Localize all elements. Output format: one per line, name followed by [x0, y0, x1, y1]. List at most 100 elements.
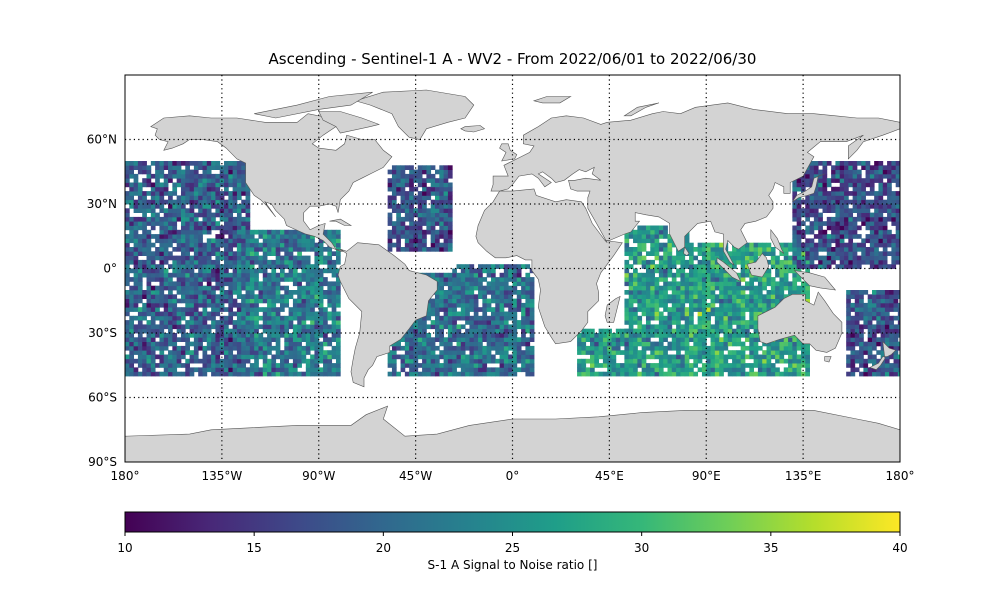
snr-cell	[719, 345, 724, 351]
snr-cell	[215, 302, 221, 308]
snr-cell	[137, 238, 143, 244]
snr-cell	[887, 169, 892, 175]
snr-cell	[456, 298, 462, 304]
snr-cell	[254, 298, 259, 304]
snr-cell	[391, 229, 397, 235]
snr-cell	[740, 251, 746, 256]
snr-cell	[783, 337, 789, 342]
snr-cell	[800, 221, 806, 226]
snr-cell	[435, 186, 440, 192]
snr-cell	[671, 371, 677, 377]
snr-cell	[146, 259, 152, 265]
snr-cell	[129, 277, 135, 282]
snr-cell	[254, 294, 259, 299]
snr-cell	[331, 333, 337, 338]
snr-cell	[581, 337, 587, 342]
snr-cell	[650, 298, 655, 304]
snr-cell	[211, 302, 216, 308]
snr-cell	[133, 337, 139, 342]
snr-cell	[275, 320, 281, 325]
snr-cell	[155, 195, 160, 201]
snr-cell	[159, 302, 165, 308]
snr-cell	[482, 358, 488, 364]
snr-cell	[185, 165, 190, 170]
snr-cell	[495, 337, 500, 342]
snr-cell	[701, 281, 707, 287]
snr-cell	[168, 302, 173, 308]
snr-cell	[719, 324, 724, 330]
snr-cell	[180, 229, 186, 235]
snr-cell	[637, 328, 643, 334]
snr-cell	[185, 161, 190, 166]
snr-cell	[680, 290, 686, 295]
snr-cell	[615, 337, 621, 342]
snr-cell	[650, 363, 655, 368]
snr-cell	[185, 264, 190, 269]
snr-cell	[228, 264, 234, 269]
snr-cell	[435, 302, 440, 308]
snr-cell	[525, 328, 531, 334]
snr-cell	[874, 178, 879, 183]
snr-cell	[211, 354, 216, 360]
snr-cell	[641, 281, 647, 287]
snr-cell	[241, 182, 246, 188]
snr-cell	[525, 341, 531, 347]
snr-cell	[413, 242, 419, 248]
snr-cell	[854, 367, 860, 373]
snr-cell	[168, 298, 173, 304]
snr-cell	[228, 337, 234, 342]
snr-cell	[846, 324, 851, 330]
snr-cell	[859, 302, 864, 308]
snr-cell	[482, 333, 488, 338]
snr-cell	[495, 298, 500, 304]
snr-cell	[854, 350, 860, 355]
snr-cell	[706, 272, 711, 278]
snr-cell	[861, 259, 866, 265]
snr-cell	[224, 208, 229, 213]
snr-cell	[835, 221, 841, 226]
snr-cell	[422, 337, 427, 342]
snr-cell	[628, 255, 634, 261]
snr-cell	[159, 208, 165, 213]
snr-cell	[792, 371, 798, 377]
snr-cell	[805, 169, 810, 175]
snr-cell	[882, 204, 888, 209]
snr-cell	[215, 255, 221, 261]
snr-cell	[163, 268, 169, 274]
snr-cell	[766, 294, 772, 299]
snr-cell	[521, 302, 526, 308]
snr-cell	[159, 354, 165, 360]
snr-cell	[689, 333, 694, 338]
snr-cell	[224, 358, 229, 364]
snr-cell	[637, 251, 643, 256]
snr-cell	[443, 178, 449, 183]
snr-cell	[129, 341, 135, 347]
snr-cell	[198, 311, 203, 317]
snr-cell	[714, 371, 720, 377]
snr-cell	[198, 182, 203, 188]
snr-cell	[439, 247, 445, 252]
snr-cell	[254, 242, 259, 248]
snr-cell	[297, 354, 302, 360]
snr-cell	[409, 324, 414, 330]
snr-cell	[693, 363, 699, 368]
snr-cell	[150, 225, 156, 231]
snr-cell	[439, 221, 445, 226]
snr-cell	[473, 363, 479, 368]
snr-cell	[219, 302, 225, 308]
snr-cell	[839, 195, 845, 201]
snr-cell	[198, 212, 203, 218]
snr-cell	[297, 285, 302, 291]
snr-cell	[133, 234, 139, 239]
snr-cell	[727, 264, 733, 269]
snr-cell	[710, 345, 716, 351]
snr-cell	[891, 234, 897, 239]
snr-cell	[163, 242, 169, 248]
snr-cell	[680, 363, 686, 368]
snr-cell	[478, 371, 483, 377]
snr-cell	[202, 204, 208, 209]
snr-cell	[482, 320, 488, 325]
snr-cell	[732, 337, 737, 342]
snr-cell	[671, 298, 677, 304]
snr-cell	[275, 285, 281, 291]
